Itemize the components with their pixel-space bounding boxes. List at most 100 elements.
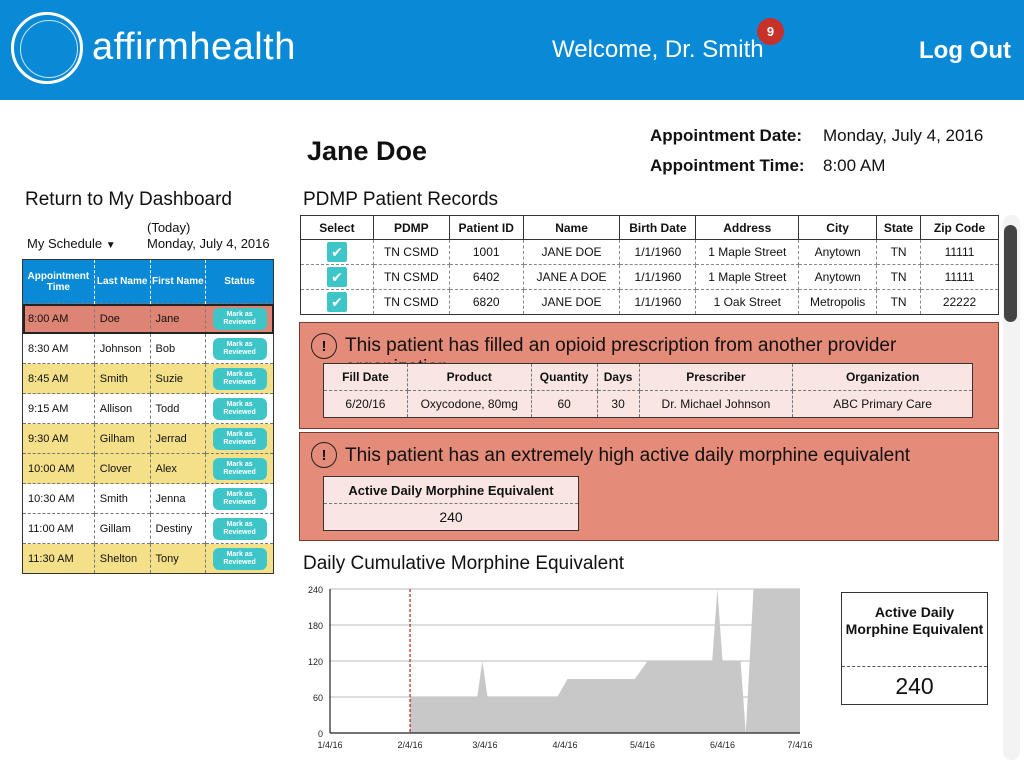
status-cell: Mark as Reviewed bbox=[205, 303, 274, 334]
checkbox-checked-icon[interactable]: ✔ bbox=[326, 292, 347, 312]
logout-button[interactable]: Log Out bbox=[919, 37, 1011, 64]
pdmp-cell: TN CSMD bbox=[373, 289, 450, 315]
appointment-time-cell: 11:00 AM bbox=[22, 513, 95, 544]
city-cell: Anytown bbox=[798, 239, 878, 265]
product-cell: Oxycodone, 80mg bbox=[407, 390, 532, 418]
last-name-cell: Clover bbox=[94, 453, 151, 484]
status-cell: Mark as Reviewed bbox=[205, 543, 274, 574]
schedule-dropdown[interactable]: My Schedule ▼ bbox=[27, 236, 116, 251]
pdmp-row: ✔ TN CSMD 6402 JANE A DOE 1/1/1960 1 Maple St… bbox=[300, 264, 999, 290]
zip-cell: 11111 bbox=[920, 264, 999, 290]
area-series bbox=[410, 589, 800, 733]
today-date: Monday, July 4, 2016 bbox=[147, 236, 270, 251]
column-header: First Name bbox=[150, 259, 207, 304]
mark-as-reviewed-button[interactable]: Mark as Reviewed bbox=[212, 517, 267, 540]
schedule-header-row: Appointment Time Last Name First Name St… bbox=[22, 259, 274, 304]
name-cell: JANE A DOE bbox=[523, 264, 621, 290]
birth-date-cell: 1/1/1960 bbox=[619, 239, 697, 265]
last-name-cell: Shelton bbox=[94, 543, 151, 574]
morphine-equivalent-alert: ! This patient has an extremely high act… bbox=[299, 432, 999, 541]
pdmp-records-table: Select PDMP Patient ID Name Birth Date A… bbox=[300, 215, 999, 315]
return-to-dashboard-link[interactable]: Return to My Dashboard bbox=[25, 189, 232, 210]
column-header: City bbox=[798, 215, 878, 240]
status-cell: Mark as Reviewed bbox=[205, 453, 274, 484]
birth-date-cell: 1/1/1960 bbox=[619, 264, 697, 290]
logo-circle-icon bbox=[11, 12, 83, 84]
mark-as-reviewed-button[interactable]: Mark as Reviewed bbox=[212, 487, 267, 510]
column-header: PDMP bbox=[373, 215, 450, 240]
first-name-cell: Suzie bbox=[150, 363, 207, 394]
appointment-time-cell: 8:45 AM bbox=[22, 363, 95, 394]
morphine-equivalent-table: Active Daily Morphine Equivalent 240 bbox=[323, 476, 579, 531]
appointment-time-cell: 9:15 AM bbox=[22, 393, 95, 424]
active-morphine-value: 240 bbox=[895, 673, 934, 699]
mark-as-reviewed-button[interactable]: Mark as Reviewed bbox=[212, 547, 267, 570]
morphine-value: 240 bbox=[439, 509, 463, 525]
schedule-row[interactable]: 10:30 AM Smith Jenna Mark as Reviewed bbox=[22, 483, 274, 514]
active-morphine-box: Active Daily Morphine Equivalent 240 bbox=[841, 592, 988, 705]
last-name-cell: Allison bbox=[94, 393, 151, 424]
column-header: Prescriber bbox=[639, 363, 794, 391]
patient-id-cell: 6402 bbox=[449, 264, 524, 290]
top-bar: affirmhealth Welcome, Dr. Smith 9 Log Ou… bbox=[0, 0, 1024, 100]
status-cell: Mark as Reviewed bbox=[205, 513, 274, 544]
zip-cell: 22222 bbox=[920, 289, 999, 315]
column-header: Zip Code bbox=[920, 215, 999, 240]
mark-as-reviewed-button[interactable]: Mark as Reviewed bbox=[212, 307, 267, 330]
last-name-cell: Smith bbox=[94, 363, 151, 394]
zip-cell: 11111 bbox=[920, 239, 999, 265]
pdmp-row: ✔ TN CSMD 1001 JANE DOE 1/1/1960 1 Maple Stre… bbox=[300, 239, 999, 265]
appointment-time-cell: 8:00 AM bbox=[22, 303, 95, 334]
schedule-row[interactable]: 8:30 AM Johnson Bob Mark as Reviewed bbox=[22, 333, 274, 364]
mark-as-reviewed-button[interactable]: Mark as Reviewed bbox=[212, 367, 267, 390]
pdmp-cell: TN CSMD bbox=[373, 264, 450, 290]
first-name-cell: Bob bbox=[150, 333, 207, 364]
schedule-row[interactable]: 9:30 AM Gilham Jerrad Mark as Reviewed bbox=[22, 423, 274, 454]
schedule-row[interactable]: 10:00 AM Clover Alex Mark as Reviewed bbox=[22, 453, 274, 484]
prescription-row: 6/20/16 Oxycodone, 80mg 60 30 Dr. Michae… bbox=[323, 390, 973, 418]
mark-as-reviewed-button[interactable]: Mark as Reviewed bbox=[212, 457, 267, 480]
y-tick-label: 180 bbox=[308, 621, 323, 631]
x-tick-label: 3/4/16 bbox=[472, 740, 497, 750]
patient-id-cell: 6820 bbox=[449, 289, 524, 315]
column-header: Name bbox=[523, 215, 621, 240]
alert-exclamation-icon: ! bbox=[311, 333, 337, 359]
chart-title: Daily Cumulative Morphine Equivalent bbox=[303, 553, 625, 574]
column-header: Last Name bbox=[94, 259, 151, 304]
checkbox-checked-icon[interactable]: ✔ bbox=[326, 242, 347, 262]
select-cell: ✔ bbox=[300, 264, 374, 290]
alert-exclamation-icon: ! bbox=[311, 442, 337, 468]
column-header: Fill Date bbox=[323, 363, 408, 391]
x-tick-label: 4/4/16 bbox=[552, 740, 577, 750]
state-cell: TN bbox=[876, 264, 922, 290]
scrollbar-track[interactable] bbox=[1003, 215, 1020, 760]
x-tick-label: 7/4/16 bbox=[787, 740, 812, 750]
welcome-message: Welcome, Dr. Smith bbox=[552, 36, 764, 63]
mark-as-reviewed-button[interactable]: Mark as Reviewed bbox=[212, 397, 267, 420]
first-name-cell: Tony bbox=[150, 543, 207, 574]
status-cell: Mark as Reviewed bbox=[205, 423, 274, 454]
schedule-row[interactable]: 8:45 AM Smith Suzie Mark as Reviewed bbox=[22, 363, 274, 394]
checkbox-checked-icon[interactable]: ✔ bbox=[326, 267, 347, 287]
mark-as-reviewed-button[interactable]: Mark as Reviewed bbox=[212, 337, 267, 360]
column-header: State bbox=[876, 215, 922, 240]
schedule-row[interactable]: 9:15 AM Allison Todd Mark as Reviewed bbox=[22, 393, 274, 424]
days-cell: 30 bbox=[597, 390, 640, 418]
status-cell: Mark as Reviewed bbox=[205, 363, 274, 394]
y-tick-label: 240 bbox=[308, 585, 323, 595]
mark-as-reviewed-button[interactable]: Mark as Reviewed bbox=[212, 427, 267, 450]
schedule-row[interactable]: 11:00 AM Gillam Destiny Mark as Reviewed bbox=[22, 513, 274, 544]
y-tick-label: 60 bbox=[313, 693, 323, 703]
scrollbar-thumb[interactable] bbox=[1004, 225, 1017, 322]
column-header: Days bbox=[597, 363, 640, 391]
notification-badge[interactable]: 9 bbox=[757, 18, 784, 45]
schedule-row[interactable]: 11:30 AM Shelton Tony Mark as Reviewed bbox=[22, 543, 274, 574]
pdmp-row: ✔ TN CSMD 6820 JANE DOE 1/1/1960 1 Oak Street… bbox=[300, 289, 999, 315]
column-header: Status bbox=[205, 259, 274, 304]
divider bbox=[842, 666, 987, 667]
name-cell: JANE DOE bbox=[523, 239, 621, 265]
last-name-cell: Gilham bbox=[94, 423, 151, 454]
column-header: Address bbox=[695, 215, 800, 240]
schedule-row[interactable]: 8:00 AM Doe Jane Mark as Reviewed bbox=[22, 303, 274, 334]
status-cell: Mark as Reviewed bbox=[205, 333, 274, 364]
